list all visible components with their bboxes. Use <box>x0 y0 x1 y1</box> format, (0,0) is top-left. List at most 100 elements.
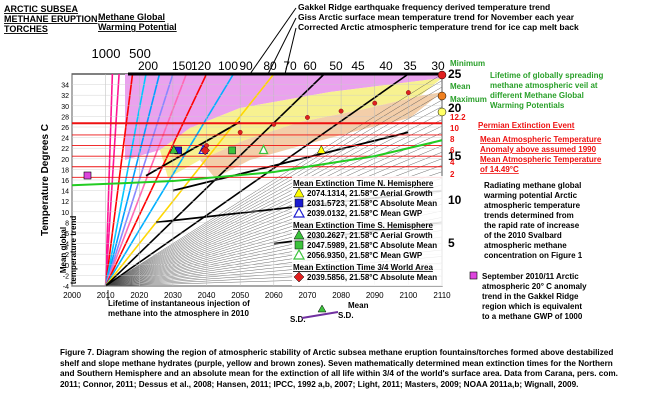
gwp-scale-title-1: Methane Global <box>98 12 165 22</box>
y-tick-28: 28 <box>61 114 69 121</box>
y-tick-18: 18 <box>61 167 69 174</box>
torches-label-3: TORCHES <box>4 24 48 34</box>
zone-dot-1 <box>305 115 310 120</box>
legend-box <box>292 176 444 286</box>
x-tick-2010: 2010 <box>97 291 115 300</box>
gwp-scale-500: 500 <box>129 46 151 61</box>
svg-text:S.D.: S.D. <box>338 311 354 320</box>
september-annotation: September 2010/11 Arctic atmospheric 20°… <box>469 271 587 321</box>
svg-text:temperature trend: temperature trend <box>69 216 78 285</box>
marker-4 <box>169 144 179 154</box>
left-magenta-marker <box>83 171 92 180</box>
zone-dot-0 <box>271 121 277 127</box>
permian-label: Permian Extinction Event <box>478 121 575 130</box>
x-tick-2060: 2060 <box>265 291 283 300</box>
svg-text:of the 2010 Svalbard: of the 2010 Svalbard <box>484 231 562 240</box>
x-tick-2000: 2000 <box>63 291 81 300</box>
legend-world-0-text: 2039.5856, 21.58°C Absolute Mean <box>307 273 437 282</box>
legend-sh-0-text: 2030.2627, 21.58°C Aerial Growth <box>307 231 433 240</box>
marker-6 <box>316 144 326 154</box>
gakkel-label: Gakkel Ridge earthquake frequency derive… <box>298 2 550 12</box>
y-tick-30: 30 <box>61 104 69 111</box>
marker-5 <box>200 145 211 156</box>
figure-caption: Figure 7. Diagram showing the region of … <box>60 348 618 389</box>
purple-zone <box>125 74 442 160</box>
trend-arrow-1 <box>172 131 409 192</box>
legend-sh-title: Mean Extinction Time S. Hemisphere <box>293 221 433 230</box>
red-level-0: 12.2 <box>450 113 466 122</box>
right-tick-20: 20 <box>448 101 462 115</box>
legend-sh-1-text: 2047.5989, 21.58°C Absolute Mean <box>307 241 437 250</box>
header-pointer-2 <box>267 17 297 75</box>
legend-sh-0-swatch <box>293 229 305 240</box>
series-lines <box>71 122 443 187</box>
marker-2 <box>228 146 236 155</box>
red-level-5: 2 <box>450 170 455 179</box>
legend-nh-0-swatch <box>293 187 305 198</box>
svg-text:region which is equivalent: region which is equivalent <box>482 302 582 311</box>
lifetime-label-2: methane atmospheric veil at <box>490 81 598 90</box>
min-marker <box>437 70 447 80</box>
data-markers <box>169 90 411 156</box>
legend-nh-2-text: 2039.0132, 21.58°C Mean GWP <box>307 209 423 218</box>
legend-world-0-swatch <box>293 271 305 283</box>
anomaly-label-2: Anomaly above assumed 1990 <box>480 145 597 154</box>
x-tick-2050: 2050 <box>231 291 249 300</box>
zone-dot-2 <box>338 108 344 114</box>
gwp-scale-90: 90 <box>239 59 253 73</box>
y-tick-6: 6 <box>65 231 69 238</box>
torches-label-2: METHANE ERUPTION <box>4 14 98 24</box>
x-tick-2100: 2100 <box>399 291 417 300</box>
giss-label: Giss Arctic surface mean temperature tre… <box>298 12 575 22</box>
lifetime-label-3: different Methane Global <box>490 91 584 100</box>
header-pointer-1 <box>249 7 297 75</box>
gwp-scale-60: 60 <box>303 59 317 73</box>
series-line-0 <box>71 139 443 187</box>
legend-nh-title: Mean Extinction Time N. Hemisphere <box>293 179 434 188</box>
legend-sh-2-swatch <box>292 248 306 260</box>
svg-text:Mean global: Mean global <box>59 227 68 273</box>
right-tick-25: 25 <box>448 67 462 81</box>
red-level-2: 8 <box>450 135 455 144</box>
y-tick-8: 8 <box>65 220 69 227</box>
legend-nh-1-text: 2031.5723, 21.58°C Absolute Mean <box>307 199 437 208</box>
gwp-scale-70: 70 <box>283 59 297 73</box>
y-tick-2: 2 <box>65 252 69 259</box>
anomaly-label-1: Mean Atmospheric Temperature <box>480 135 602 144</box>
radiating-annotation: Radiating methane global warming potenti… <box>483 181 583 260</box>
legend-nh-1-swatch <box>294 198 304 208</box>
gwp-scale-45: 45 <box>351 59 365 73</box>
marker-3 <box>258 144 269 155</box>
lifetime-label-1: Lifetime of globally spreading <box>490 71 603 80</box>
svg-text:atmospheric methane: atmospheric methane <box>484 241 567 250</box>
right-tick-5: 5 <box>448 236 455 250</box>
legend-sh-1-swatch <box>294 240 304 250</box>
x-tick-2080: 2080 <box>332 291 350 300</box>
x-tick-2030: 2030 <box>164 291 182 300</box>
lifetime-label-4: Warming Potentials <box>490 101 565 110</box>
yellow-zone <box>160 78 442 178</box>
mean-label: Mean <box>450 82 471 91</box>
y-axis-label: Temperature Degrees C <box>40 124 51 236</box>
legend: Mean Extinction Time N. Hemisphere2074.1… <box>292 176 444 286</box>
y-tick-10: 10 <box>61 210 69 217</box>
svg-text:trend in the Gakkel Ridge: trend in the Gakkel Ridge <box>482 292 579 301</box>
svg-text:Radiating methane global: Radiating methane global <box>484 181 581 190</box>
svg-text:the rapid rate of increase: the rapid rate of increase <box>484 221 580 230</box>
svg-text:concentration on Figure 1: concentration on Figure 1 <box>484 251 583 260</box>
x-tick-2090: 2090 <box>366 291 384 300</box>
gwp-scale-50: 50 <box>329 59 343 73</box>
y-tick-32: 32 <box>61 93 69 100</box>
gwp-scale-35: 35 <box>403 59 417 73</box>
torches-label-1: ARCTIC SUBSEA <box>4 4 79 14</box>
red-level-labels: 12.2 10 8 6 4 2 <box>450 113 466 179</box>
svg-text:Lifetime of instantaneous inje: Lifetime of instantaneous injection of <box>108 299 250 308</box>
y-tick-22: 22 <box>61 146 69 153</box>
y-tick-34: 34 <box>61 83 69 90</box>
right-tick-15: 15 <box>448 149 462 163</box>
svg-text:Mean: Mean <box>348 301 369 310</box>
gwp-scale-40: 40 <box>379 59 393 73</box>
corrected-label: Corrected Arctic atmospheric temperature… <box>298 22 579 32</box>
left-annotation: Mean global temperature trend <box>59 216 78 285</box>
svg-text:to a methane GWP of 1000: to a methane GWP of 1000 <box>482 312 583 321</box>
